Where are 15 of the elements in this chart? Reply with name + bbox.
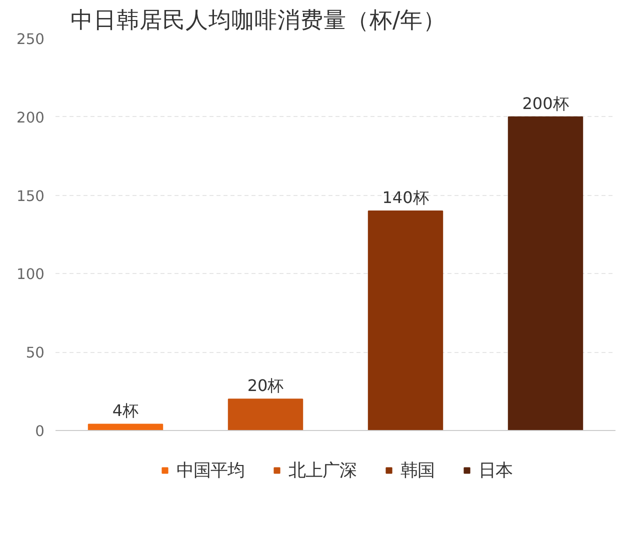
y-tick-label: 250 (16, 31, 45, 48)
data-label: 200杯 (522, 94, 569, 113)
chart-title: 中日韩居民人均咖啡消费量（杯/年） (70, 8, 446, 34)
y-tick-label: 50 (26, 344, 45, 362)
legend-label: 北上广深 (288, 460, 356, 482)
data-label: 140杯 (382, 188, 429, 207)
y-tick-label: 100 (16, 266, 45, 284)
legend-label: 韩国 (400, 460, 434, 482)
legend-label: 中国平均 (176, 460, 244, 482)
data-label: 4杯 (112, 401, 139, 420)
data-label: 20杯 (247, 376, 284, 396)
legend-label: 日本 (478, 460, 512, 482)
y-tick-label: 200 (16, 109, 45, 126)
y-tick-label: 0 (35, 423, 45, 440)
y-tick-label: 150 (16, 188, 45, 205)
